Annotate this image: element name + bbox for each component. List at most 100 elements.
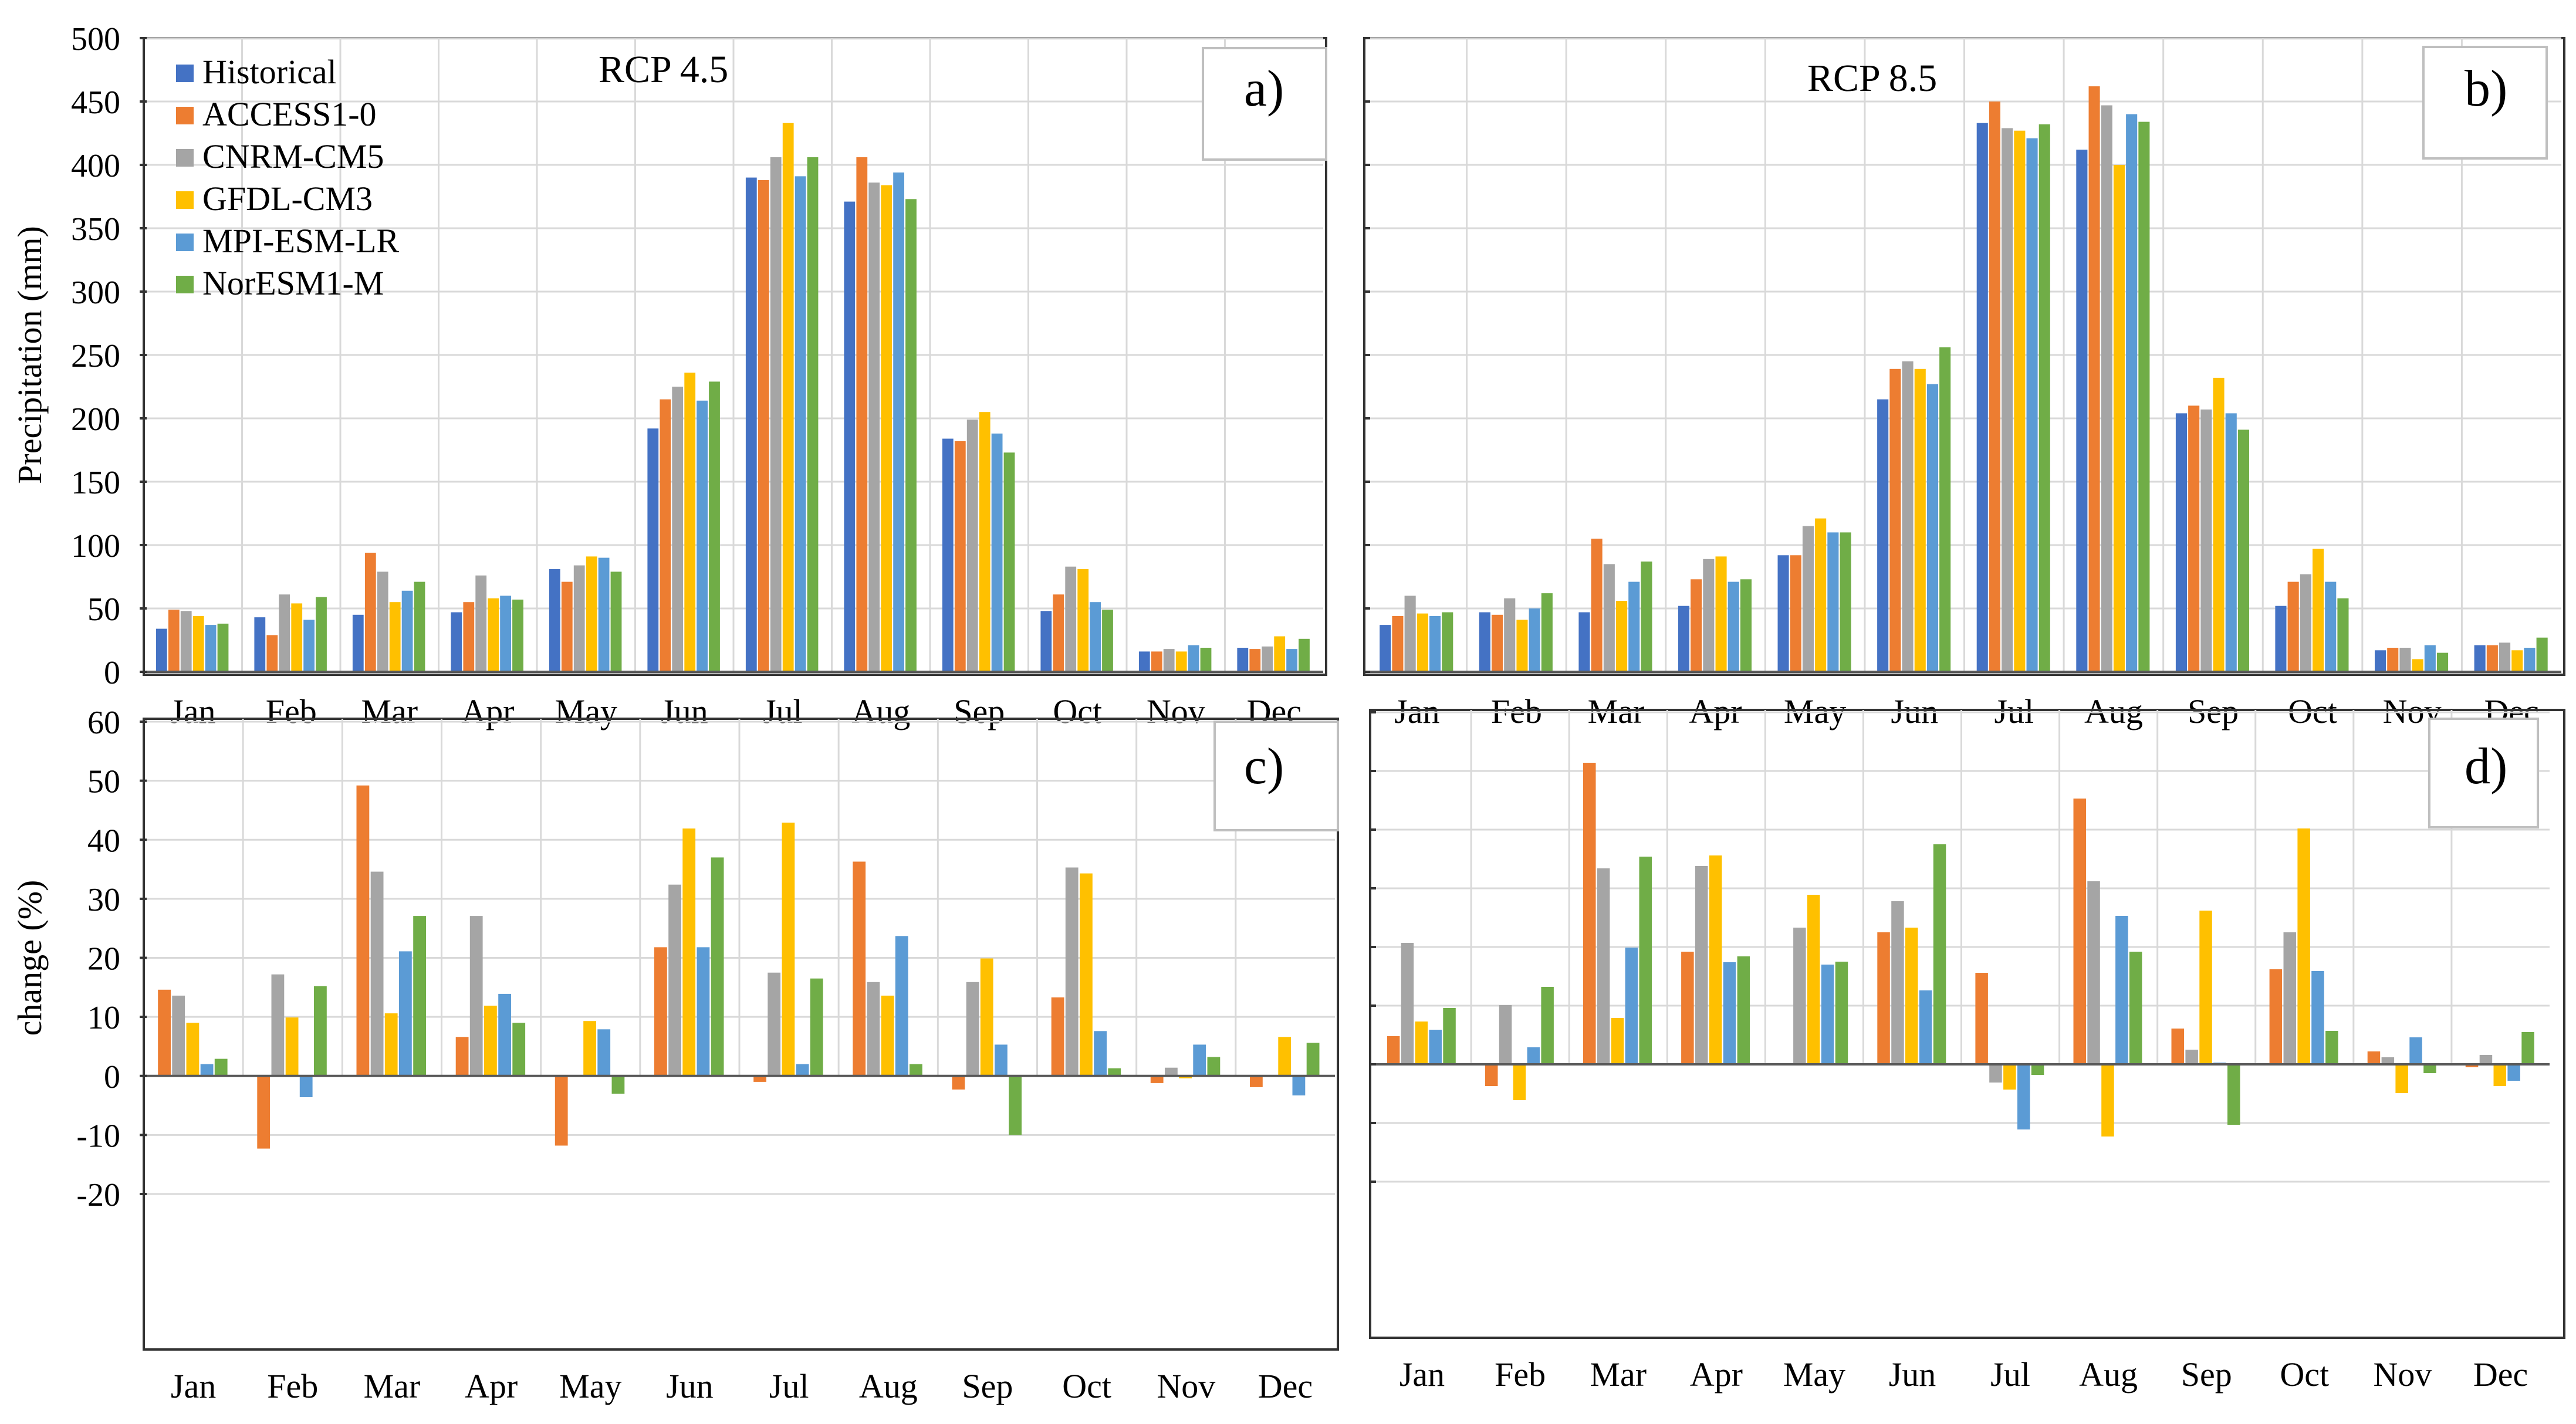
bar-access1-0-nov (2367, 1051, 2381, 1064)
bar-cnrm-cm5-oct (2300, 574, 2311, 672)
bar-gfdl-cm3-oct (1080, 873, 1093, 1076)
bar-mpi-esm-lr-may (598, 557, 610, 672)
bar-gfdl-cm3-dec (1274, 636, 1286, 672)
bar-gfdl-cm3-aug (2113, 165, 2125, 672)
bar-noresm1-m-aug (2138, 121, 2150, 672)
bar-cnrm-cm5-aug (2087, 881, 2100, 1064)
bar-gfdl-cm3-mar (389, 602, 401, 672)
y-tick-label: 0 (104, 1059, 120, 1095)
legend-label: NorESM1-M (202, 264, 384, 302)
bar-gfdl-cm3-may (586, 556, 597, 672)
bar-historical-may (549, 569, 560, 672)
bar-noresm1-m-sep (2227, 1064, 2240, 1125)
bar-access1-0-jan (1387, 1036, 1400, 1064)
bar-mpi-esm-lr-may (1827, 532, 1839, 672)
bar-cnrm-cm5-sep (966, 420, 978, 672)
bar-noresm1-m-jun (711, 857, 724, 1076)
bar-historical-oct (2275, 606, 2287, 672)
bar-access1-0-dec (1250, 1075, 1263, 1087)
bar-mpi-esm-lr-jan (205, 625, 217, 672)
bar-mpi-esm-lr-nov (2409, 1037, 2422, 1064)
bar-access1-0-sep (954, 441, 966, 672)
bar-noresm1-m-aug (2129, 952, 2142, 1064)
bar-mpi-esm-lr-apr (498, 993, 511, 1076)
x-tick-label: Aug (851, 692, 910, 730)
bar-access1-0-feb (1492, 614, 1503, 672)
bar-noresm1-m-jan (217, 623, 229, 672)
bar-noresm1-m-sep (1003, 452, 1015, 672)
bar-mpi-esm-lr-dec (2524, 648, 2536, 672)
x-tick-label: Jan (171, 1367, 216, 1405)
panel-label-box (1202, 47, 1327, 161)
y-tick-label: 20 (87, 941, 120, 977)
bar-cnrm-cm5-feb (271, 974, 285, 1076)
panel-label: b) (2465, 60, 2507, 117)
bar-historical-nov (1138, 651, 1150, 672)
bar-gfdl-cm3-feb (1516, 620, 1528, 672)
bar-cnrm-cm5-jan (1401, 943, 1414, 1064)
bar-noresm1-m-sep (1009, 1075, 1022, 1135)
bar-cnrm-cm5-oct (2283, 932, 2296, 1064)
bar-gfdl-cm3-mar (1611, 1018, 1624, 1064)
bar-cnrm-cm5-feb (1499, 1005, 1512, 1064)
bar-mpi-esm-lr-feb (1529, 608, 1540, 672)
bar-gfdl-cm3-mar (384, 1013, 398, 1076)
x-tick-label: Sep (954, 692, 1005, 730)
bar-access1-0-feb (1485, 1064, 1498, 1086)
bar-noresm1-m-mar (413, 916, 426, 1076)
bar-mpi-esm-lr-apr (1723, 962, 1736, 1064)
bar-mpi-esm-lr-jun (697, 400, 708, 672)
bar-cnrm-cm5-oct (1065, 867, 1079, 1076)
bar-historical-mar (352, 614, 364, 672)
x-tick-label: Jan (170, 692, 215, 730)
bar-access1-0-jun (1889, 368, 1901, 672)
legend-swatch-mpi-esm-lr (176, 234, 194, 251)
legend-label: MPI-ESM-LR (202, 222, 399, 260)
bar-mpi-esm-lr-apr (1728, 581, 1739, 672)
bar-access1-0-jan (168, 610, 180, 672)
bar-historical-apr (451, 612, 462, 672)
bar-gfdl-cm3-aug (881, 995, 894, 1076)
bar-gfdl-cm3-apr (488, 598, 499, 672)
legend-label: Historical (202, 53, 337, 91)
bar-mpi-esm-lr-mar (401, 590, 413, 672)
bar-access1-0-jul (758, 180, 769, 672)
bar-noresm1-m-jan (1442, 612, 1453, 672)
legend-swatch-cnrm-cm5 (176, 149, 194, 167)
bar-mpi-esm-lr-jun (697, 947, 710, 1076)
x-tick-label: Mar (364, 1367, 421, 1405)
bar-noresm1-m-feb (1541, 987, 1554, 1064)
bar-access1-0-nov (2387, 648, 2399, 672)
bar-mpi-esm-lr-sep (995, 1044, 1008, 1076)
bar-mpi-esm-lr-nov (1193, 1044, 1206, 1076)
bar-access1-0-apr (1681, 952, 1694, 1064)
bar-gfdl-cm3-jun (1905, 928, 1918, 1064)
bar-mpi-esm-lr-oct (2325, 581, 2337, 672)
bar-historical-dec (1237, 648, 1249, 672)
bar-historical-jul (1976, 123, 1988, 672)
bar-noresm1-m-jun (1933, 844, 1946, 1064)
y-tick-label: 60 (87, 705, 120, 741)
bar-access1-0-oct (2287, 581, 2299, 672)
bar-gfdl-cm3-feb (291, 603, 303, 672)
plot-frame (143, 718, 1339, 1351)
bar-noresm1-m-oct (2337, 598, 2349, 672)
bar-gfdl-cm3-nov (1175, 651, 1187, 672)
bar-cnrm-cm5-jun (672, 387, 684, 672)
bar-mpi-esm-lr-feb (303, 620, 315, 672)
bar-noresm1-m-aug (905, 199, 917, 672)
bar-gfdl-cm3-jun (682, 828, 696, 1076)
legend-swatch-historical (176, 65, 194, 82)
bar-access1-0-apr (455, 1037, 469, 1076)
bar-access1-0-nov (1151, 651, 1162, 672)
bar-access1-0-oct (2269, 969, 2283, 1064)
bar-noresm1-m-jul (807, 157, 819, 672)
bar-gfdl-cm3-sep (2199, 911, 2212, 1064)
x-tick-label: Dec (1258, 1367, 1313, 1405)
bar-historical-apr (1678, 606, 1689, 672)
bar-mpi-esm-lr-jul (2017, 1064, 2030, 1129)
bar-noresm1-m-dec (1306, 1043, 1320, 1076)
bar-cnrm-cm5-mar (1597, 868, 1610, 1064)
bar-cnrm-cm5-dec (2479, 1055, 2493, 1064)
y-tick-label: 300 (71, 275, 120, 311)
